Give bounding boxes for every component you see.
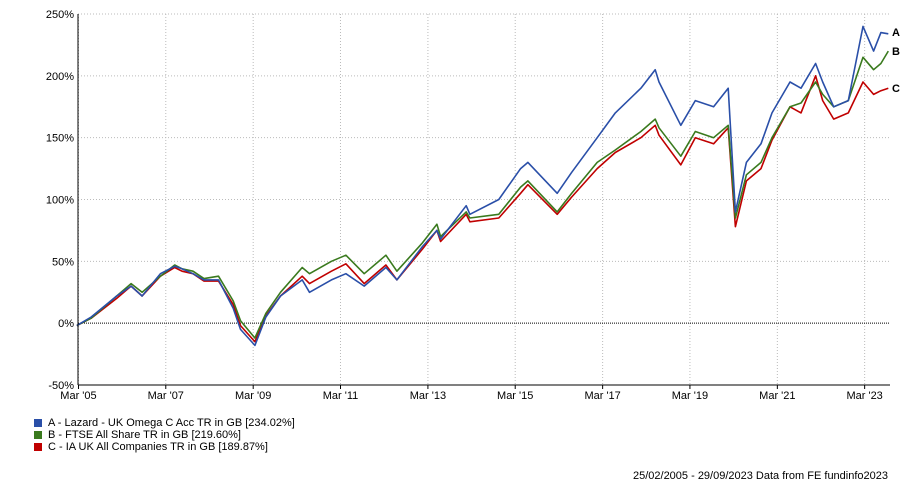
x-tick-label: Mar '13 [410, 390, 446, 402]
x-tick-label: Mar '19 [672, 390, 708, 402]
legend-swatch-c [34, 443, 42, 451]
y-tick-label: 150% [46, 133, 74, 145]
y-tick-label: 100% [46, 195, 74, 207]
legend-label-a: A - Lazard - UK Omega C Acc TR in GB [23… [48, 417, 295, 429]
footer-date-range: 25/02/2005 - 29/09/2023 Data from FE fun… [632, 470, 888, 482]
series-end-label-a: A [892, 27, 900, 39]
x-tick-label: Mar '11 [323, 390, 359, 402]
y-tick-label: -50% [48, 380, 74, 392]
x-tick-label: Mar '15 [497, 390, 533, 402]
y-tick-label: 50% [52, 256, 74, 268]
line-chart: 250% 200% 150% 100% 50% 0% -50%Mar '05 Mar '07 M… [46, 9, 900, 402]
x-tick-label: Mar '07 [148, 390, 184, 402]
legend-item-a: A - Lazard - UK Omega C Acc TR in GB [23… [34, 417, 295, 429]
legend: A - Lazard - UK Omega C Acc TR in GB [23… [34, 417, 295, 453]
series-line-a [76, 25, 889, 347]
x-tick-label: Mar '09 [235, 390, 271, 402]
x-tick-label: Mar '23 [846, 390, 882, 402]
series-line-c [76, 75, 889, 343]
legend-item-b: B - FTSE All Share TR in GB [219.60%] [34, 429, 295, 441]
legend-swatch-b [34, 431, 42, 439]
axis-labels: 250% 200% 150% 100% 50% 0% -50%Mar '05 Mar '07 M… [46, 9, 900, 402]
y-tick-label: 250% [46, 9, 74, 21]
legend-label-b: B - FTSE All Share TR in GB [219.60%] [48, 429, 241, 441]
series-lines [76, 25, 889, 347]
grid [77, 13, 890, 386]
y-tick-label: 200% [46, 71, 74, 83]
series-end-label-b: B [892, 46, 900, 58]
x-tick-label: Mar '21 [759, 390, 795, 402]
legend-item-c: C - IA UK All Companies TR in GB [189.87… [34, 441, 295, 453]
series-end-label-c: C [892, 83, 900, 95]
legend-label-c: C - IA UK All Companies TR in GB [189.87… [48, 441, 268, 453]
x-tick-label: Mar '17 [584, 390, 620, 402]
legend-swatch-a [34, 419, 42, 427]
y-tick-label: 0% [58, 318, 74, 330]
series-line-b [76, 50, 889, 339]
axes [77, 14, 890, 389]
x-tick-label: Mar '05 [60, 390, 96, 402]
